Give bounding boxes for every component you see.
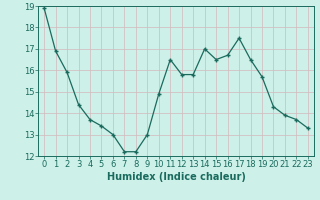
X-axis label: Humidex (Indice chaleur): Humidex (Indice chaleur) [107,172,245,182]
